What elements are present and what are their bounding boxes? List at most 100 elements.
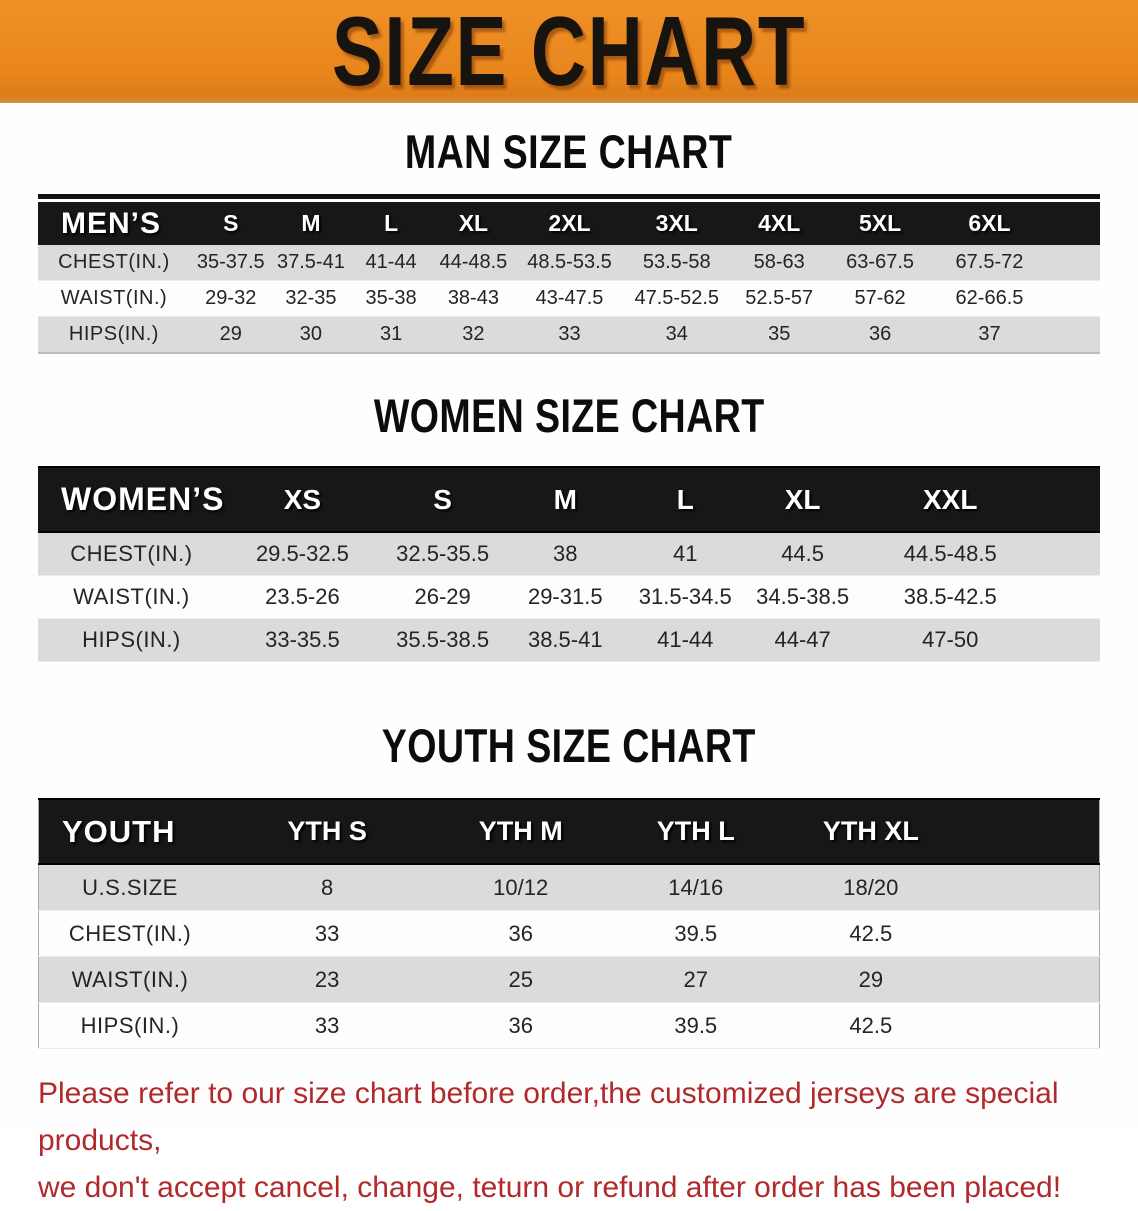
table-row: WAIST(IN.) 23 25 27 29 bbox=[38, 956, 1100, 1003]
size-table-header-row: YOUTH YTH S YTH M YTH L YTH XL bbox=[38, 798, 1100, 865]
size-column-header: 4XL bbox=[729, 202, 830, 245]
size-value-cell: 38 bbox=[505, 532, 626, 576]
size-column-header: 3XL bbox=[624, 202, 730, 245]
size-value-cell: 44.5-48.5 bbox=[859, 532, 1041, 576]
mens-size-table: MEN’S S M L XL 2XL 3XL 4XL 5XL 6XL CHEST(IN.) 35-37… bbox=[38, 202, 1100, 354]
size-value-cell: 38.5-42.5 bbox=[859, 575, 1041, 619]
size-column-header: YTH M bbox=[433, 798, 609, 865]
table-title-cell: YOUTH bbox=[38, 798, 221, 865]
youth-section-heading-text: YOUTH SIZE CHART bbox=[381, 719, 757, 772]
size-value-cell: 29 bbox=[783, 956, 959, 1003]
measure-row-label: HIPS(IN.) bbox=[38, 1002, 221, 1049]
size-value-cell: 23 bbox=[220, 956, 434, 1003]
size-value-cell: 44.5 bbox=[745, 532, 860, 576]
size-column-header: 2XL bbox=[514, 202, 625, 245]
measure-row-label: WAIST(IN.) bbox=[38, 575, 225, 619]
row-filler-cell bbox=[1040, 532, 1100, 576]
size-column-header: L bbox=[350, 202, 432, 245]
table-row: HIPS(IN.) 29 30 31 32 33 34 35 36 37 bbox=[38, 316, 1100, 354]
disclaimer-note: Please refer to our size chart before or… bbox=[0, 1070, 1138, 1211]
row-filler-cell bbox=[958, 956, 1100, 1003]
measure-row-label: HIPS(IN.) bbox=[38, 316, 190, 354]
size-value-cell: 32.5-35.5 bbox=[379, 532, 506, 576]
size-value-cell: 41 bbox=[625, 532, 746, 576]
size-column-header: YTH S bbox=[220, 798, 434, 865]
measure-row-label: CHEST(IN.) bbox=[38, 910, 221, 957]
measure-row-label: WAIST(IN.) bbox=[38, 956, 221, 1003]
row-filler-cell bbox=[1047, 280, 1100, 317]
size-value-cell: 33-35.5 bbox=[224, 618, 380, 662]
womens-section-heading-text: WOMEN SIZE CHART bbox=[373, 389, 765, 442]
measure-row-label: HIPS(IN.) bbox=[38, 618, 225, 662]
size-value-cell: 33 bbox=[220, 1002, 434, 1049]
size-value-cell: 29-32 bbox=[189, 280, 272, 317]
table-row: WAIST(IN.) 23.5-26 26-29 29-31.5 31.5-34.5 34… bbox=[38, 575, 1100, 619]
measure-row-label: CHEST(IN.) bbox=[38, 245, 190, 281]
youth-size-table: YOUTH YTH S YTH M YTH L YTH XL U.S.SIZE 8 10/12… bbox=[38, 798, 1100, 1049]
size-value-cell: 30 bbox=[271, 316, 351, 354]
size-value-cell: 18/20 bbox=[783, 864, 959, 911]
size-value-cell: 47-50 bbox=[859, 618, 1041, 662]
size-value-cell: 41-44 bbox=[350, 245, 432, 281]
size-value-cell: 57-62 bbox=[829, 280, 932, 317]
header-filler-cell bbox=[1040, 466, 1100, 533]
table-row: CHEST(IN.) 29.5-32.5 32.5-35.5 38 41 44.5 44.5… bbox=[38, 532, 1100, 576]
row-filler-cell bbox=[1047, 245, 1100, 281]
size-value-cell: 63-67.5 bbox=[829, 245, 932, 281]
size-value-cell: 53.5-58 bbox=[624, 245, 730, 281]
size-column-header: XXL bbox=[859, 466, 1041, 533]
table-row: HIPS(IN.) 33 36 39.5 42.5 bbox=[38, 1002, 1100, 1049]
size-value-cell: 36 bbox=[433, 910, 609, 957]
disclaimer-line-2: we don't accept cancel, change, teturn o… bbox=[38, 1171, 1062, 1204]
size-value-cell: 8 bbox=[220, 864, 434, 911]
disclaimer-line-1: Please refer to our size chart before or… bbox=[38, 1077, 1059, 1157]
page-title: SIZE CHART bbox=[331, 0, 807, 103]
size-column-header: YTH L bbox=[608, 798, 784, 865]
size-value-cell: 44-47 bbox=[745, 618, 860, 662]
size-value-cell: 38-43 bbox=[431, 280, 515, 317]
size-value-cell: 29.5-32.5 bbox=[224, 532, 380, 576]
measure-row-label: CHEST(IN.) bbox=[38, 532, 225, 576]
table-row: CHEST(IN.) 33 36 39.5 42.5 bbox=[38, 910, 1100, 957]
table-title-cell: MEN’S bbox=[38, 202, 190, 245]
size-value-cell: 31.5-34.5 bbox=[625, 575, 746, 619]
size-value-cell: 39.5 bbox=[608, 910, 784, 957]
table-row: CHEST(IN.) 35-37.5 37.5-41 41-44 44-48.5 48.5… bbox=[38, 245, 1100, 281]
size-column-header: S bbox=[189, 202, 272, 245]
header-filler-cell bbox=[1047, 202, 1100, 245]
size-value-cell: 14/16 bbox=[608, 864, 784, 911]
size-value-cell: 27 bbox=[608, 956, 784, 1003]
size-value-cell: 38.5-41 bbox=[505, 618, 626, 662]
size-column-header: YTH XL bbox=[783, 798, 959, 865]
size-value-cell: 37 bbox=[931, 316, 1048, 354]
size-value-cell: 37.5-41 bbox=[271, 245, 351, 281]
table-row: HIPS(IN.) 33-35.5 35.5-38.5 38.5-41 41-44 44-… bbox=[38, 618, 1100, 662]
row-filler-cell bbox=[958, 1002, 1100, 1049]
size-value-cell: 35.5-38.5 bbox=[379, 618, 506, 662]
size-column-header: XL bbox=[431, 202, 515, 245]
size-column-header: XS bbox=[224, 466, 380, 533]
size-value-cell: 29 bbox=[189, 316, 272, 354]
size-column-header: 6XL bbox=[931, 202, 1048, 245]
table-row: U.S.SIZE 8 10/12 14/16 18/20 bbox=[38, 864, 1100, 911]
size-value-cell: 41-44 bbox=[625, 618, 746, 662]
size-column-header: S bbox=[379, 466, 506, 533]
size-value-cell: 33 bbox=[514, 316, 625, 354]
size-column-header: M bbox=[505, 466, 626, 533]
size-value-cell: 62-66.5 bbox=[931, 280, 1048, 317]
size-value-cell: 42.5 bbox=[783, 1002, 959, 1049]
size-value-cell: 23.5-26 bbox=[224, 575, 380, 619]
row-filler-cell bbox=[958, 864, 1100, 911]
size-value-cell: 35-37.5 bbox=[189, 245, 272, 281]
youth-section-heading: YOUTH SIZE CHART bbox=[0, 718, 1138, 773]
size-table-header-row: MEN’S S M L XL 2XL 3XL 4XL 5XL 6XL bbox=[38, 202, 1100, 245]
size-value-cell: 33 bbox=[220, 910, 434, 957]
size-column-header: 5XL bbox=[829, 202, 932, 245]
size-value-cell: 36 bbox=[433, 1002, 609, 1049]
size-value-cell: 36 bbox=[829, 316, 932, 354]
size-table-header-row: WOMEN’S XS S M L XL XXL bbox=[38, 466, 1100, 533]
size-value-cell: 10/12 bbox=[433, 864, 609, 911]
mens-table-wrap: MEN’S S M L XL 2XL 3XL 4XL 5XL 6XL CHEST(IN.) 35-37… bbox=[0, 194, 1138, 354]
size-value-cell: 31 bbox=[350, 316, 432, 354]
